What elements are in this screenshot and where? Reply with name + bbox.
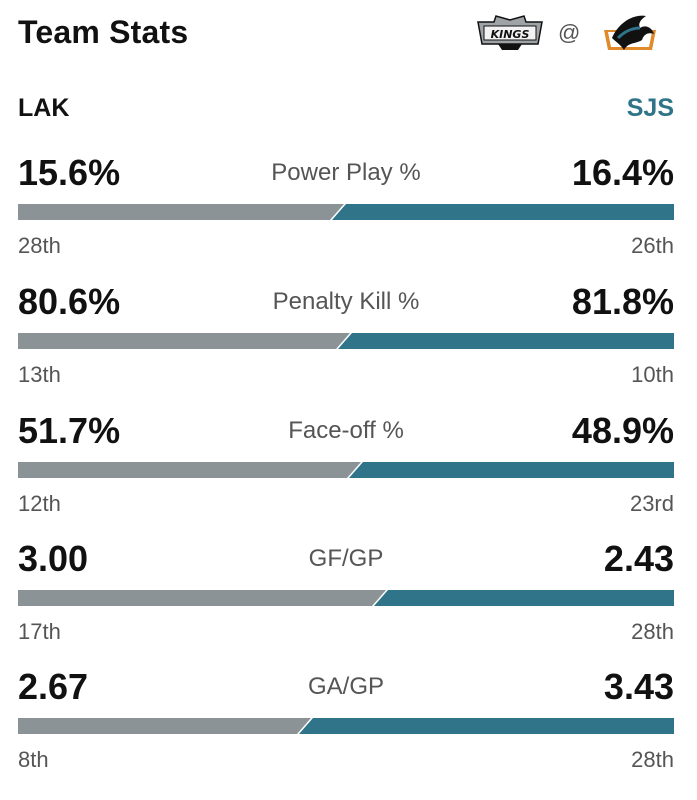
stat-row-ga-gp: 2.67 GA/GP 3.43 8th 28th bbox=[18, 666, 674, 794]
home-bar bbox=[338, 333, 674, 349]
home-stat-rank: 23rd bbox=[629, 491, 674, 516]
away-bar bbox=[18, 333, 350, 349]
away-stat-rank: 13th bbox=[18, 362, 61, 387]
stats-header: Team Stats KINGS @ bbox=[18, 10, 678, 56]
stat-label: GF/GP bbox=[308, 545, 384, 572]
comparison-bar bbox=[18, 590, 674, 606]
home-bar bbox=[332, 204, 674, 220]
stat-row-face-off: 51.7% Face-off % 48.9% 12th 23rd bbox=[18, 410, 674, 538]
away-bar bbox=[18, 718, 311, 734]
home-stat-value: 2.43 bbox=[603, 538, 674, 579]
page-title: Team Stats bbox=[18, 14, 189, 50]
comparison-bar bbox=[18, 204, 674, 220]
comparison-bar bbox=[18, 462, 674, 478]
away-stat-rank: 17th bbox=[18, 619, 61, 644]
sharks-logo-icon bbox=[604, 15, 656, 50]
away-stat-value: 80.6% bbox=[18, 281, 121, 322]
away-stat-rank: 12th bbox=[18, 491, 61, 516]
stat-label: Face-off % bbox=[288, 417, 404, 444]
away-bar bbox=[18, 204, 344, 220]
home-stat-value: 16.4% bbox=[571, 152, 674, 193]
kings-logo-icon: KINGS bbox=[477, 15, 543, 50]
comparison-bar bbox=[18, 333, 674, 349]
away-stat-value: 51.7% bbox=[18, 410, 121, 451]
away-stat-value: 2.67 bbox=[18, 666, 89, 707]
stat-row-power-play: 15.6% Power Play % 16.4% 28th 26th bbox=[18, 152, 674, 280]
stat-label: GA/GP bbox=[307, 673, 385, 700]
away-stat-value: 3.00 bbox=[18, 538, 89, 579]
comparison-bar bbox=[18, 718, 674, 734]
away-stat-rank: 28th bbox=[18, 233, 61, 258]
home-stat-rank: 28th bbox=[631, 747, 674, 772]
svg-text:KINGS: KINGS bbox=[491, 28, 530, 41]
home-stat-rank: 26th bbox=[631, 233, 674, 258]
home-bar bbox=[349, 462, 674, 478]
away-bar bbox=[18, 590, 386, 606]
stat-row-penalty-kill: 80.6% Penalty Kill % 81.8% 13th 10th bbox=[18, 281, 674, 409]
stat-row-gf-gp: 3.00 GF/GP 2.43 17th 28th bbox=[18, 538, 674, 666]
home-stat-value: 81.8% bbox=[571, 281, 674, 322]
away-bar bbox=[18, 462, 361, 478]
home-bar bbox=[374, 590, 674, 606]
stat-label: Power Play % bbox=[271, 159, 421, 186]
home-stat-rank: 10th bbox=[631, 362, 674, 387]
home-stat-rank: 28th bbox=[631, 619, 674, 644]
away-stat-rank: 8th bbox=[18, 747, 49, 772]
away-team-abbrev: LAK bbox=[18, 94, 70, 122]
home-team-abbrev: SJS bbox=[626, 94, 674, 122]
home-stat-value: 3.43 bbox=[603, 666, 674, 707]
team-row: LAK SJS bbox=[18, 94, 674, 126]
away-stat-value: 15.6% bbox=[18, 152, 121, 193]
stat-label: Penalty Kill % bbox=[272, 288, 420, 315]
matchup-logos: KINGS @ bbox=[474, 10, 664, 56]
at-symbol: @ bbox=[558, 20, 581, 45]
home-bar bbox=[299, 718, 674, 734]
home-stat-value: 48.9% bbox=[571, 410, 674, 451]
